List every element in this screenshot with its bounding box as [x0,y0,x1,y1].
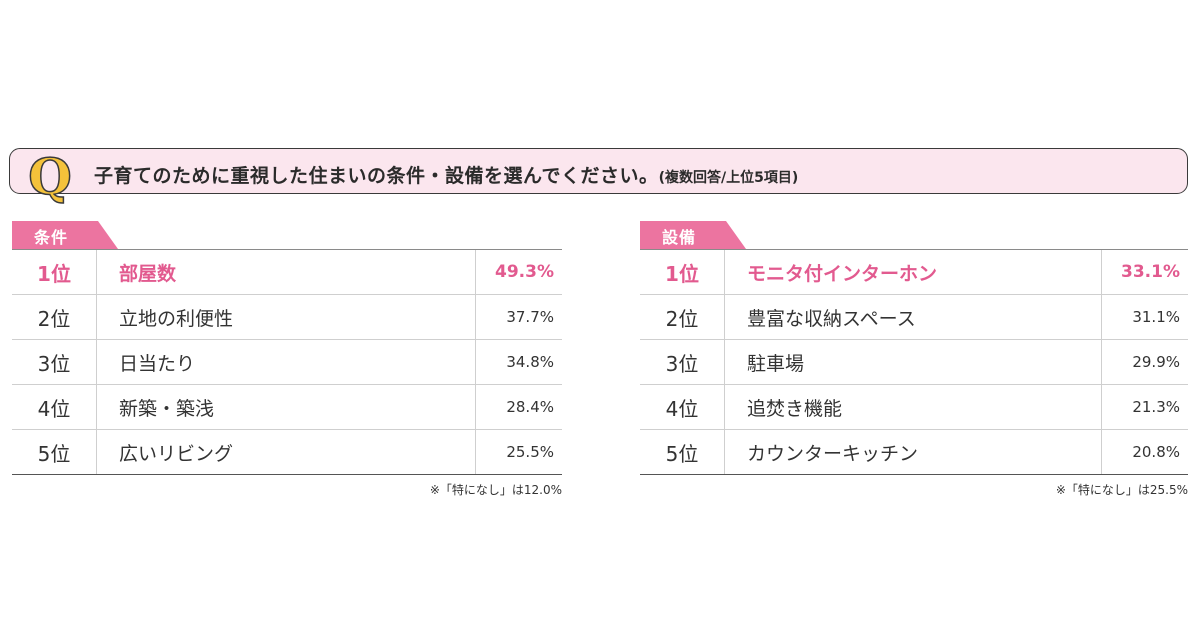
rank-cell: 1位 [640,250,725,294]
q-mark-icon: Q [27,149,72,205]
rank-cell: 5位 [640,430,725,474]
table-row: 1位 モニタ付インターホン 33.1% [640,250,1188,295]
table-row: 4位 追焚き機能 21.3% [640,385,1188,430]
conditions-note: ※「特になし」は12.0% [429,483,562,497]
percent-cell: 21.3% [1132,398,1180,416]
equipment-note: ※「特になし」は25.5% [1055,483,1188,497]
rank-cell: 2位 [12,295,97,339]
conditions-table: 1位 部屋数 49.3% 2位 立地の利便性 37.7% 3位 日当たり 34.… [12,250,562,475]
tab-shape [640,221,746,249]
percent-cell: 20.8% [1132,443,1180,461]
question-text: 子育てのために重視した住まいの条件・設備を選んでください。(複数回答/上位5項目… [94,161,798,188]
item-cell: 新築・築浅 [97,385,476,429]
question-bar: Q 子育てのために重視した住まいの条件・設備を選んでください。(複数回答/上位5… [9,148,1188,205]
equipment-table: 1位 モニタ付インターホン 33.1% 2位 豊富な収納スペース 31.1% 3… [640,250,1188,475]
percent-cell: 49.3% [495,262,554,282]
percent-cell: 31.1% [1132,308,1180,326]
item-cell: 日当たり [97,340,476,384]
rank-cell: 4位 [640,385,725,429]
equipment-tab-label: 設備 [662,228,697,247]
table-row: 2位 豊富な収納スペース 31.1% [640,295,1188,340]
item-cell: カウンターキッチン [725,430,1102,474]
percent-cell: 34.8% [506,353,554,371]
rank-cell: 5位 [12,430,97,474]
table-top-rule [12,249,562,250]
rank-cell: 2位 [640,295,725,339]
percent-cell: 29.9% [1132,353,1180,371]
percent-cell: 28.4% [506,398,554,416]
rank-cell: 3位 [12,340,97,384]
rank-cell: 1位 [12,250,97,294]
table-row: 1位 部屋数 49.3% [12,250,562,295]
item-cell: 駐車場 [725,340,1102,384]
item-cell: モニタ付インターホン [725,250,1102,294]
item-cell: 豊富な収納スペース [725,295,1102,339]
table-row: 5位 広いリビング 25.5% [12,430,562,474]
table-row: 5位 カウンターキッチン 20.8% [640,430,1188,474]
conditions-tab: 条件 [12,221,122,249]
svg-text:Q: Q [28,149,72,205]
percent-cell: 33.1% [1121,262,1180,282]
item-cell: 立地の利便性 [97,295,476,339]
item-cell: 広いリビング [97,430,476,474]
table-row: 3位 日当たり 34.8% [12,340,562,385]
percent-cell: 37.7% [506,308,554,326]
question-sub: (複数回答/上位5項目) [658,170,799,186]
equipment-panel: 設備 1位 モニタ付インターホン 33.1% 2位 豊富な収納スペース 31.1… [640,221,1188,498]
question-main: 子育てのために重視した住まいの条件・設備を選んでください。 [94,165,659,187]
conditions-panel: 条件 1位 部屋数 49.3% 2位 立地の利便性 37.7% 3位 日当たり … [12,221,562,498]
rank-cell: 4位 [12,385,97,429]
percent-cell: 25.5% [506,443,554,461]
item-cell: 部屋数 [97,250,476,294]
tab-shape [12,221,118,249]
item-cell: 追焚き機能 [725,385,1102,429]
table-row: 4位 新築・築浅 28.4% [12,385,562,430]
table-row: 3位 駐車場 29.9% [640,340,1188,385]
table-row: 2位 立地の利便性 37.7% [12,295,562,340]
conditions-tab-label: 条件 [34,228,69,247]
equipment-tab: 設備 [640,221,750,249]
table-top-rule [640,249,1188,250]
rank-cell: 3位 [640,340,725,384]
